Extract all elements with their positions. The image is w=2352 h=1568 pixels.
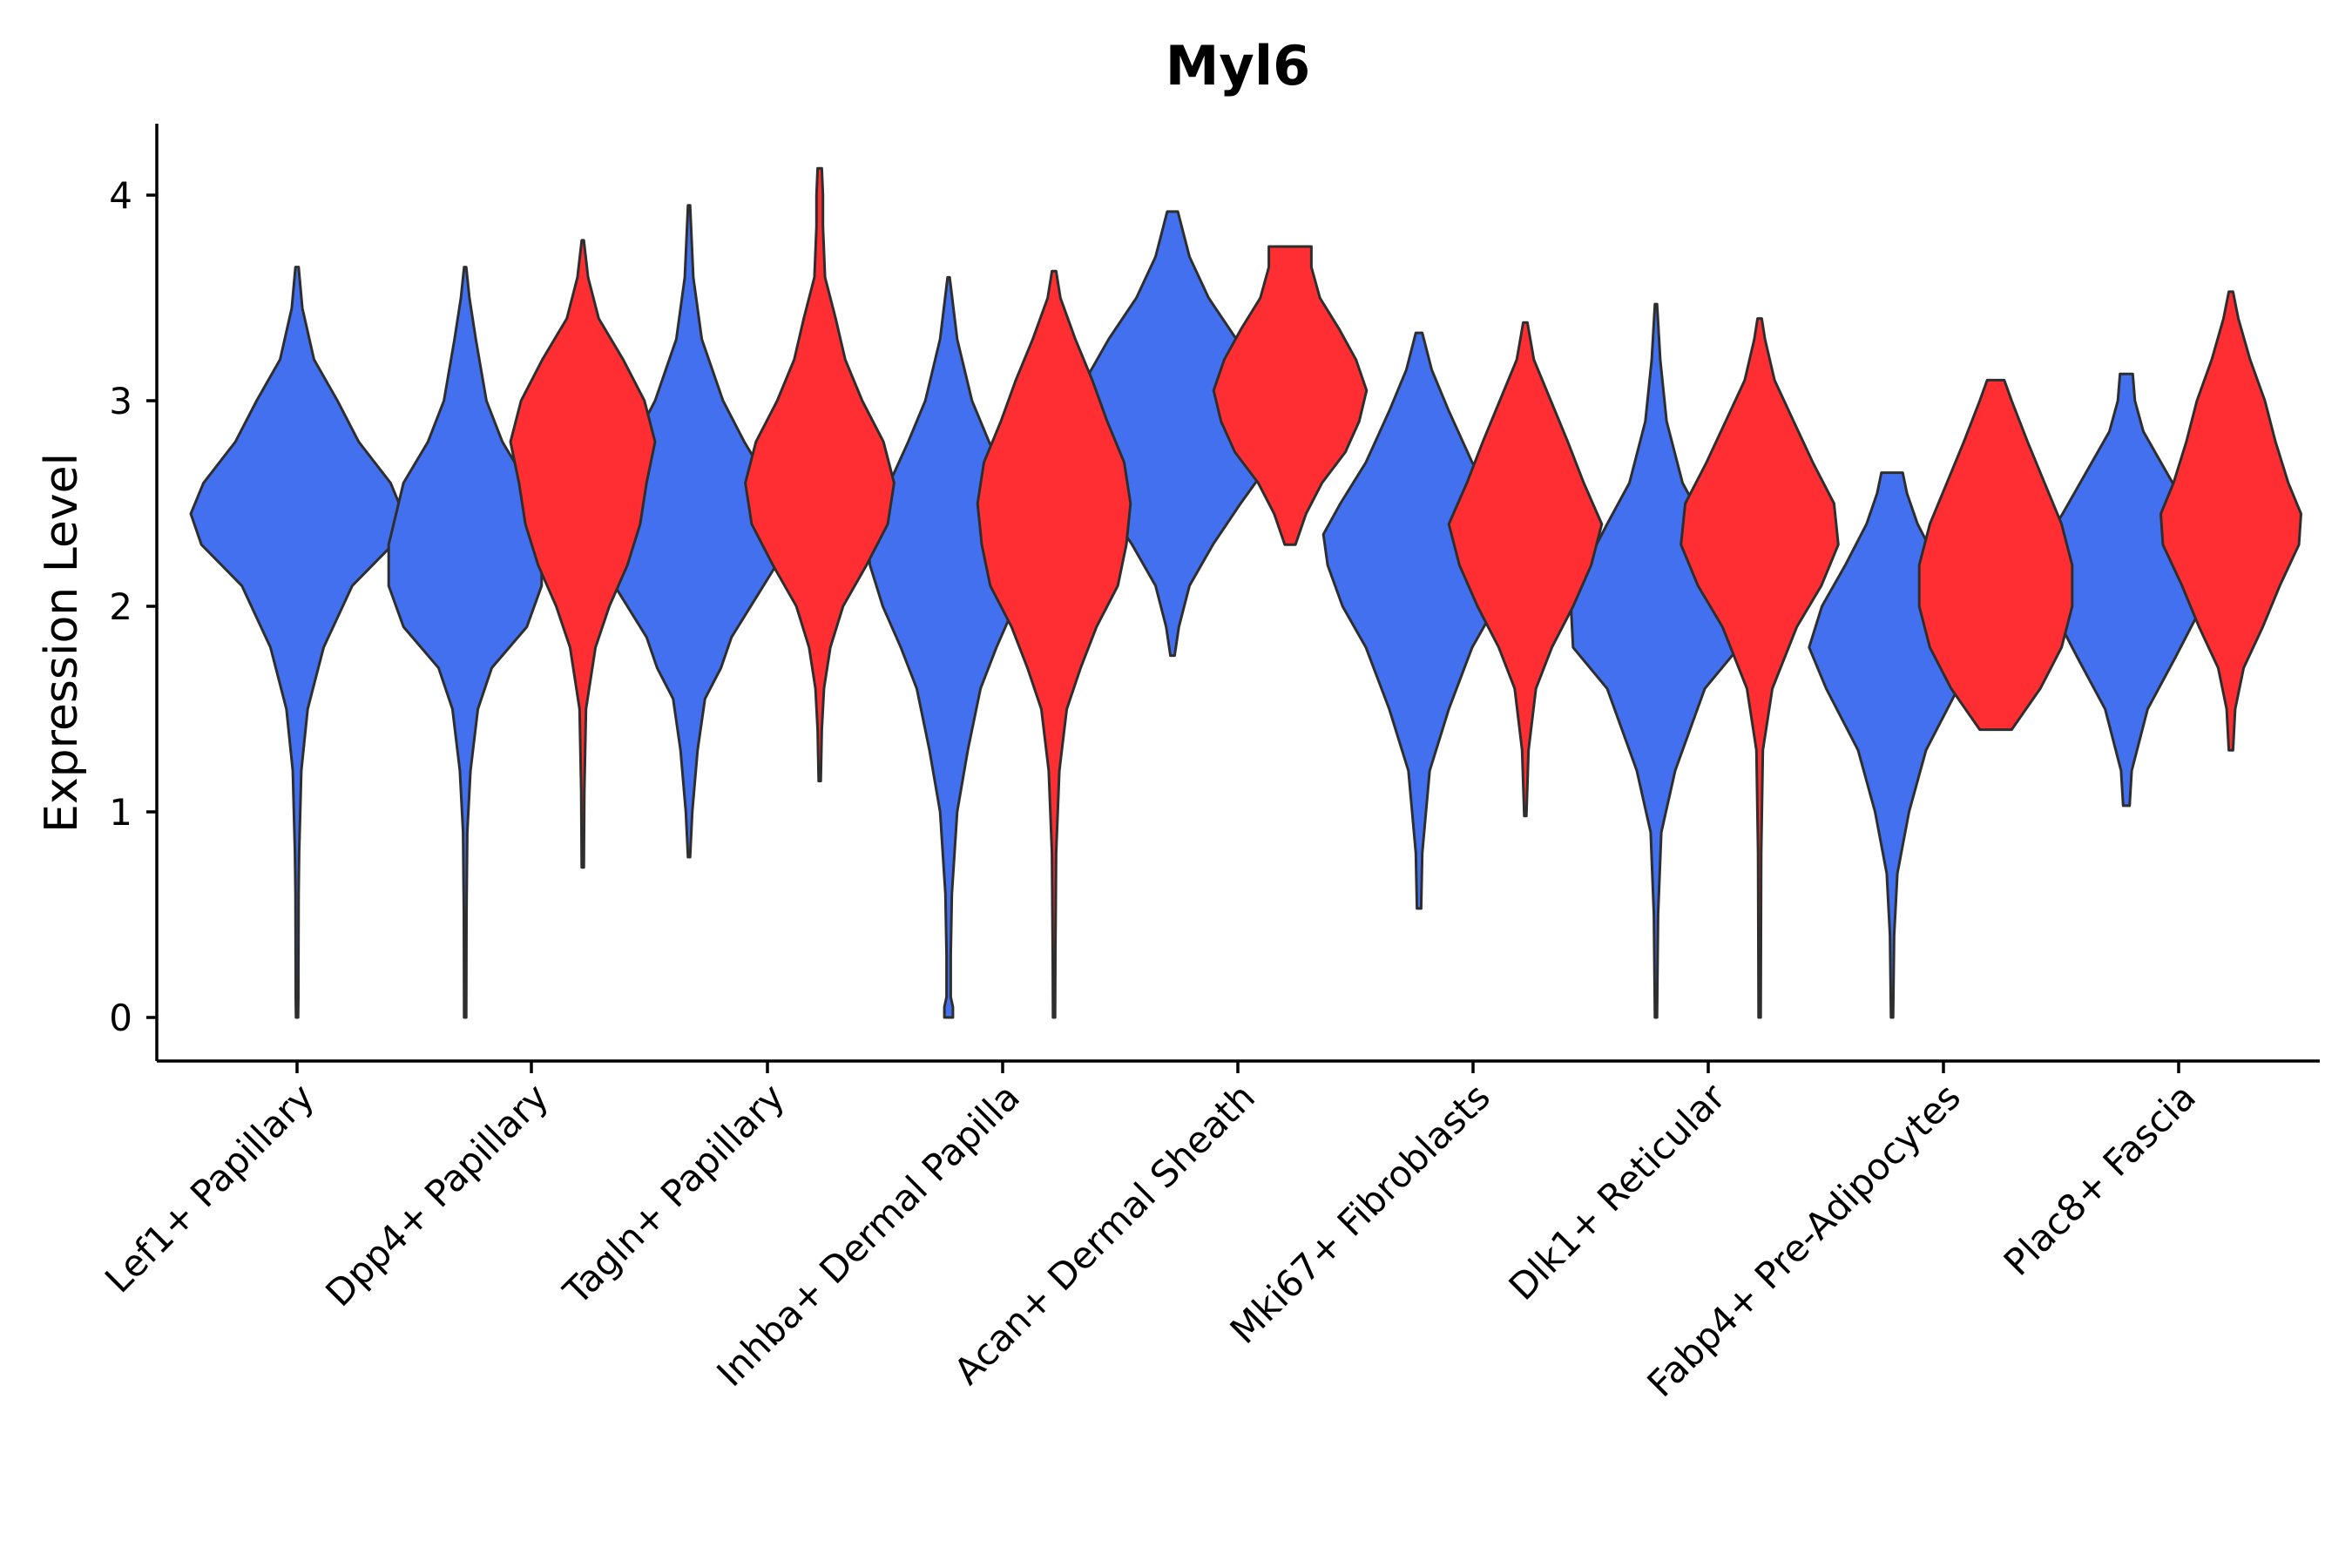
y-tick-label-2: 2 — [109, 585, 132, 628]
x-tick-label-2: Dpp4+ Papillary — [317, 1075, 557, 1315]
chart-title: Myl6 — [1166, 34, 1311, 98]
y-axis-ticks: 0 1 2 3 4 — [109, 174, 157, 1039]
violin-group1-tagln-papillary — [591, 204, 787, 859]
violin-group2-dpp4-papillary — [509, 239, 657, 869]
violin-group2-inhba-dermal-papilla — [976, 269, 1132, 1019]
violin-group2-fabp4-pre-adipocytes — [1917, 378, 2074, 732]
x-tick-label-9: Plac8+ Fascia — [1996, 1075, 2204, 1283]
x-tick-label-6: Mki67+ Fibroblasts — [1222, 1075, 1498, 1351]
y-tick-label-4: 4 — [109, 174, 132, 217]
x-tick-label-1: Lef1+ Papillary — [97, 1075, 322, 1301]
x-tick-label-7: Dlk1+ Reticular — [1501, 1075, 1734, 1308]
y-tick-label-1: 1 — [109, 791, 132, 834]
violin-group1-dpp4-papillary — [387, 266, 544, 1019]
violin-group2-plac8-fascia — [2159, 290, 2302, 752]
y-tick-label-3: 3 — [109, 380, 132, 422]
x-tick-label-3: Tagln+ Papillary — [555, 1075, 793, 1313]
violin-group2-tagln-papillary — [744, 166, 896, 783]
violin-group2-dlk1-reticular — [1680, 317, 1840, 1019]
violin-group2-acan-dermal-sheath — [1212, 245, 1369, 546]
y-tick-label-0: 0 — [109, 997, 132, 1039]
violin-group1-inhba-dermal-papilla — [864, 275, 1033, 1019]
violin-group1-lef1-papillary — [189, 266, 405, 1019]
y-axis-label: Expression Level — [36, 453, 88, 833]
violin-group1-dlk1-reticular — [1569, 302, 1743, 1019]
violin-group1-mki67-fibroblasts — [1321, 331, 1517, 910]
violin-group2-mki67-fibroblasts — [1447, 321, 1604, 818]
violin-group — [189, 166, 2302, 1019]
violin-group1-acan-dermal-sheath — [1069, 210, 1276, 658]
